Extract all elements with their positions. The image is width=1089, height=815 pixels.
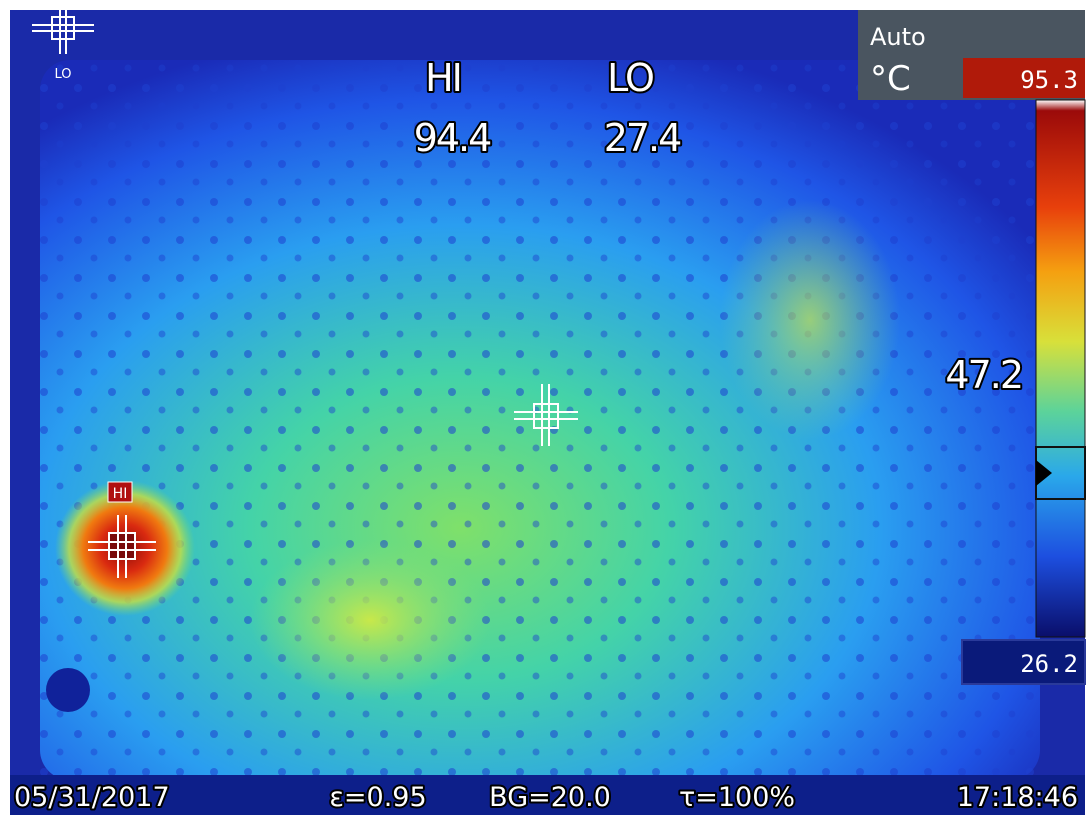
lo-title: LO [607,56,653,100]
color-scale [1036,100,1085,637]
scale-min: 26.2 [1020,650,1078,678]
page: Thermal image {"overlay": {"lo_marker_la… [0,0,1089,815]
hi-marker-label: HI [113,486,128,502]
thermal-display: LO HI HI LO 94.4 27.4 47.2 Auto °C 95.3 … [0,0,1089,815]
transmission: τ=100% [679,782,795,813]
warm-zone [250,540,490,700]
hi-value: 94.4 [414,116,491,160]
warm-zone [720,200,900,440]
body: LO HI HI LO 94.4 27.4 47.2 Auto °C 95.3 … [0,0,1089,815]
background-temp: BG=20.0 [489,782,611,813]
scale-unit: °C [870,59,911,99]
hi-title: HI [425,56,461,100]
scale-mode: Auto [870,23,926,51]
mounting-hole [46,668,90,712]
time: 17:18:46 [957,782,1078,813]
lo-value: 27.4 [604,116,681,160]
emissivity: ε=0.95 [329,782,426,813]
date: 05/31/2017 [14,782,170,813]
scale-max: 95.3 [1020,66,1078,94]
lo-marker-label: LO [54,67,71,82]
center-value: 47.2 [945,353,1022,397]
